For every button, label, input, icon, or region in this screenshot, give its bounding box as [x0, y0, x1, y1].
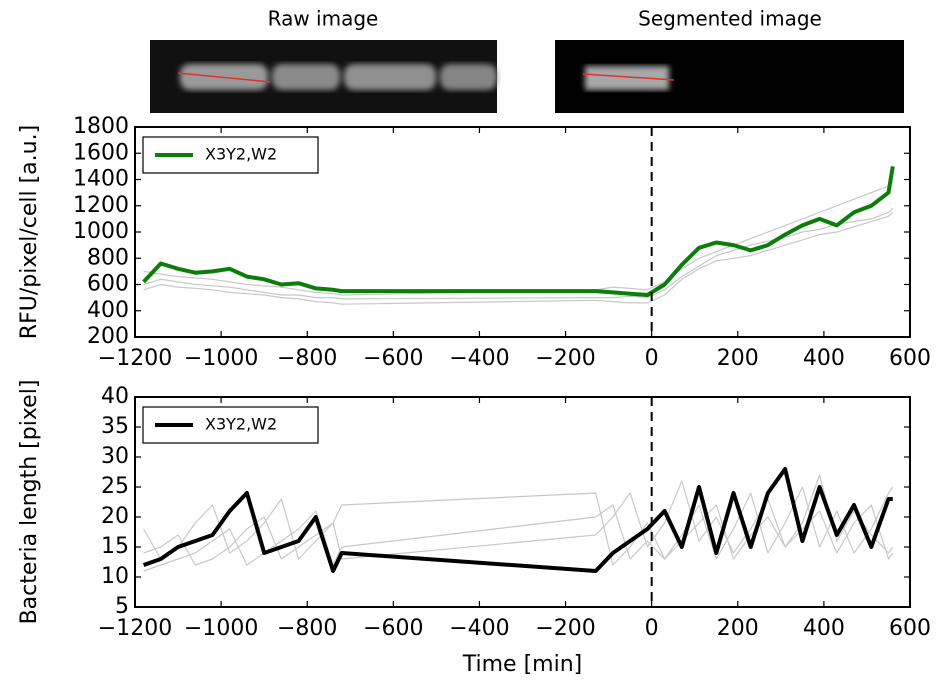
legend-label: X3Y2,W2 [205, 145, 277, 164]
x-tick-label: −200 [535, 616, 595, 641]
raw-title: Raw image [268, 7, 379, 31]
y-axis-label: RFU/pixel/cell [a.u.] [17, 125, 42, 339]
x-tick-label: 200 [717, 346, 759, 371]
highlight-line [142, 467, 893, 573]
background-line [143, 211, 894, 305]
x-tick-label: 400 [803, 616, 845, 641]
background-line [143, 181, 894, 296]
y-tick-label: 10 [101, 564, 129, 589]
y-tick-label: 400 [87, 298, 129, 323]
y-tick-label: 20 [101, 504, 129, 529]
x-tick-label: −1200 [98, 346, 172, 371]
y-tick-label: 600 [87, 272, 129, 297]
x-tick-label: −1200 [98, 616, 172, 641]
highlight-line [142, 166, 895, 297]
x-tick-label: −400 [449, 616, 509, 641]
x-tick-label: 0 [645, 346, 659, 371]
x-tick-label: −400 [449, 346, 509, 371]
y-tick-label: 1600 [73, 140, 129, 165]
plot-frame [134, 396, 911, 608]
legend-label: X3Y2,W2 [205, 415, 277, 434]
x-tick-label: −600 [363, 346, 423, 371]
y-tick-label: 1200 [73, 193, 129, 218]
background-line [143, 207, 894, 300]
y-tick-label: 30 [101, 444, 129, 469]
background-line [143, 474, 894, 560]
y-tick-label: 35 [101, 414, 129, 439]
y-tick-label: 1800 [73, 114, 129, 139]
segmented-title: Segmented image [638, 7, 822, 31]
y-tick-label: 15 [101, 534, 129, 559]
x-tick-label: −1000 [184, 346, 258, 371]
x-tick-label: 0 [645, 616, 659, 641]
x-tick-label: −1000 [184, 616, 258, 641]
x-tick-label: 200 [717, 616, 759, 641]
x-tick-label: 600 [889, 346, 931, 371]
x-tick-label: −800 [277, 616, 337, 641]
x-axis-label: Time [min] [462, 652, 583, 677]
y-tick-label: 25 [101, 474, 129, 499]
y-axis-label: Bacteria length [pixel] [17, 380, 42, 625]
segmented-image [555, 40, 904, 113]
background-line [143, 504, 894, 572]
y-tick-label: 800 [87, 245, 129, 270]
x-tick-label: −600 [363, 616, 423, 641]
x-tick-label: 400 [803, 346, 845, 371]
y-tick-label: 40 [101, 384, 129, 409]
x-tick-label: 600 [889, 616, 931, 641]
x-tick-label: −200 [535, 346, 595, 371]
y-tick-label: 1000 [73, 219, 129, 244]
raw-image [150, 40, 497, 113]
x-tick-label: −800 [277, 346, 337, 371]
y-tick-label: 5 [115, 594, 129, 619]
plot-frame [134, 126, 911, 338]
y-tick-label: 200 [87, 324, 129, 349]
y-tick-label: 1400 [73, 167, 129, 192]
